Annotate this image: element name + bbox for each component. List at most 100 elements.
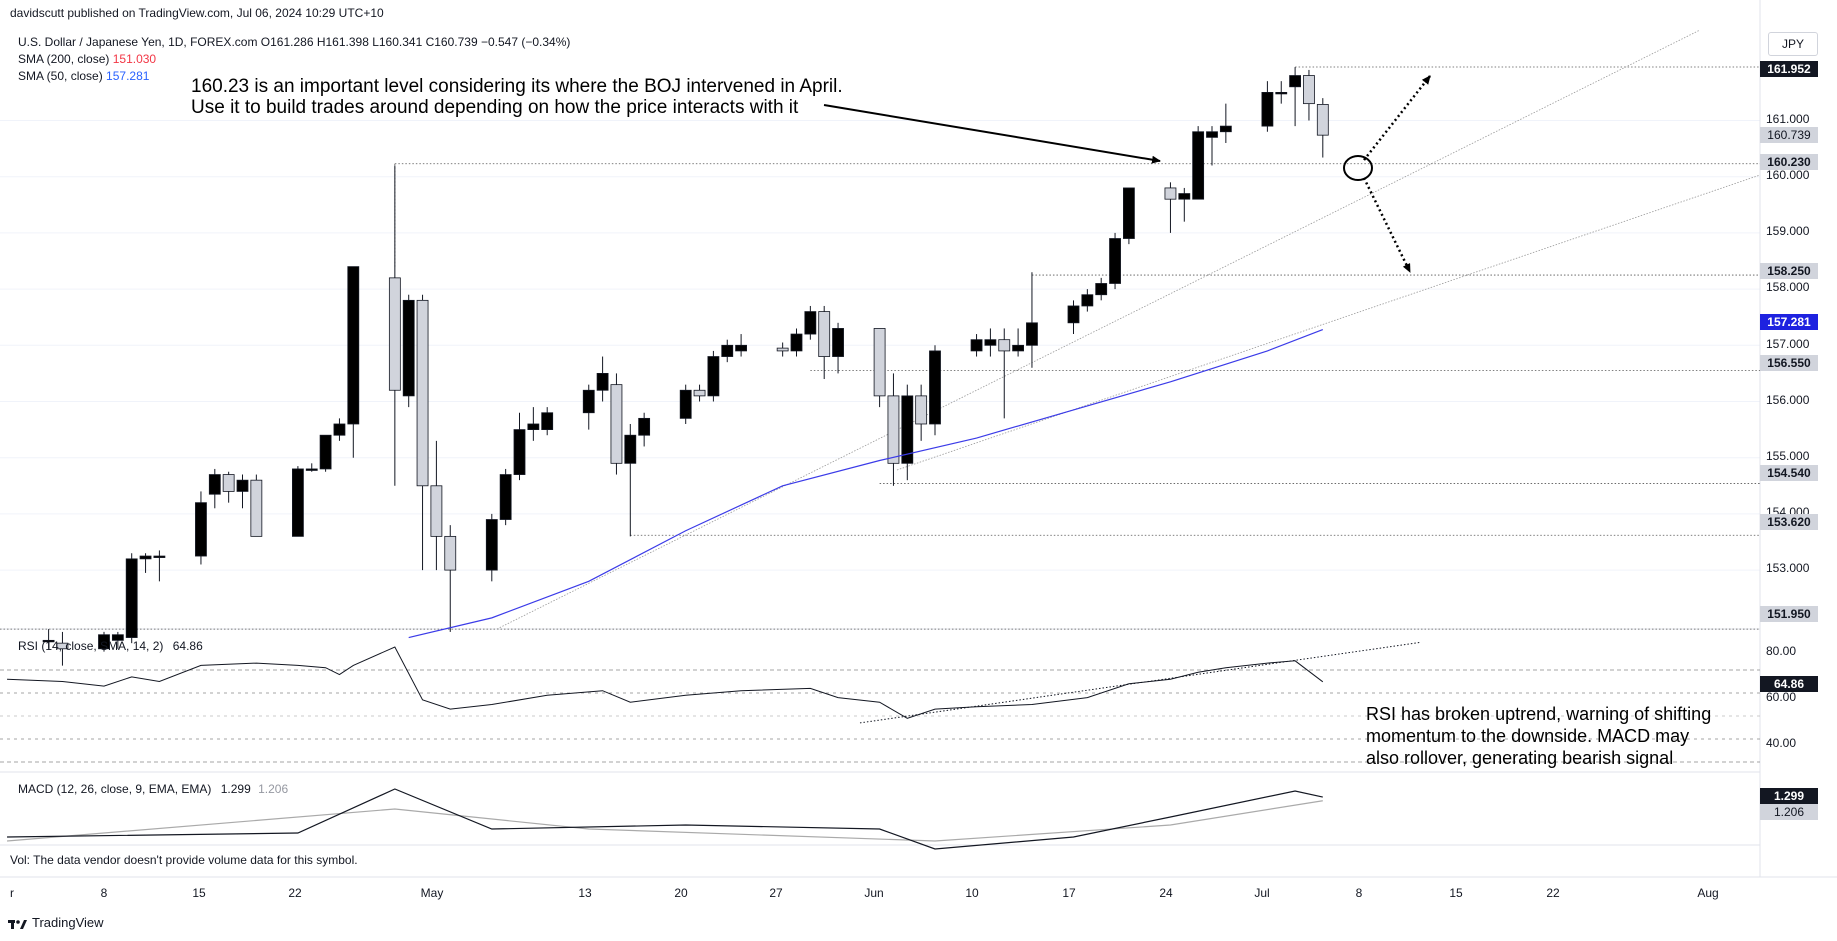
rsi-label: RSI (14, close, SMA, 14, 2) [18,639,164,653]
candle-body [1289,75,1301,88]
candle-body [693,389,706,397]
candle-body [915,395,928,425]
candle-body [679,389,692,419]
price-tag-1519[interactable]: 151.950 [1760,606,1818,622]
candle-body [735,344,747,352]
annotation-rsi-line3: also rollover, generating bearish signal [1366,748,1674,768]
candle-body [153,555,166,558]
signal-value-tag[interactable]: 1.206 [1760,804,1818,820]
candle-body [236,479,249,492]
candle-body [721,344,734,357]
price-tag-158[interactable]: 158.250 [1760,263,1818,279]
rsi-legend[interactable]: RSI (14, close, SMA, 14, 2) 64.86 [18,639,203,653]
candle-body [541,412,554,430]
candle-body [873,328,886,397]
sma50-legend[interactable]: SMA (50, close) 157.281 [18,69,149,83]
macd-legend[interactable]: MACD (12, 26, close, 9, EMA, EMA) 1.299 … [18,782,288,796]
rsi-axis-label: 60.00 [1766,690,1797,704]
candle-body [818,311,831,357]
candle-body [42,639,55,643]
candle-body [707,356,720,397]
x-axis-label: Aug [1697,886,1719,900]
macd-signal-line [7,800,1323,842]
x-axis-label: 8 [1355,886,1363,900]
candle-body [513,429,526,475]
macd-value-tag[interactable]: 1.299 [1760,788,1818,804]
sma200-legend[interactable]: SMA (200, close) 151.030 [18,52,156,66]
candle-body [1261,92,1274,127]
annotation-rsi-line2: momentum to the downside. MACD may [1366,726,1690,746]
candle-body [638,417,651,436]
candle-body [1026,322,1038,346]
rsi-series [0,641,1760,763]
x-axis-label: 17 [1062,886,1076,900]
candle-body [1219,125,1232,133]
x-axis-label: 27 [769,886,783,900]
candle-body [98,634,110,650]
price-tag-1565[interactable]: 156.550 [1760,355,1818,371]
footer-brand-label: TradingView [32,915,104,930]
breakout-circle-marker [1343,155,1373,181]
macd-label: MACD (12, 26, close, 9, EMA, EMA) [18,782,212,796]
rsi-axis-label: 40.00 [1766,736,1797,750]
x-axis-label: 24 [1159,886,1173,900]
sma50-path [408,328,1324,639]
candle-body [1164,187,1177,200]
price-tag-high[interactable]: 161.952 [1760,61,1818,77]
candle-body [1067,305,1080,324]
rsi-value-tag[interactable]: 64.86 [1760,676,1818,692]
horizontal-levels[interactable] [0,66,1760,630]
candle-body [56,642,69,650]
price-axis-label: 161.000 [1766,112,1810,126]
price-axis-label: 156.000 [1766,393,1810,407]
candle-body [416,299,429,487]
candle-body [790,333,803,352]
candle-body [1178,193,1191,200]
price-tag-sma50[interactable]: 157.281 [1760,314,1818,330]
x-axis-label: 15 [192,886,206,900]
candle-body [347,266,360,425]
downside-scenario-arrow [1362,177,1412,273]
candle-body [1081,294,1094,307]
price-axis-label: 158.000 [1766,280,1810,294]
annotation-rsi-line1: RSI has broken uptrend, warning of shift… [1366,704,1712,724]
x-axis-label: 13 [578,886,592,900]
candle-body [125,558,138,638]
sma200-value: 151.030 [112,52,157,66]
candle-body [430,485,443,537]
candle-body [319,434,332,470]
annotation-arrow-main [823,104,1161,164]
footer-brand[interactable]: TradingView [8,915,104,930]
price-axis-label: 157.000 [1766,337,1810,351]
candle-body [776,347,789,352]
trend-lines[interactable] [496,29,1761,630]
trendline-shallow [896,174,1761,471]
price-tag-160[interactable]: 160.230 [1760,154,1818,170]
annotation-arrows[interactable] [823,75,1431,273]
x-axis-label: 8 [100,886,108,900]
candle-body [1316,104,1329,136]
sma50-value: 157.281 [106,69,150,83]
candle-body [402,299,415,397]
candle-body [1192,131,1205,200]
currency-button[interactable]: JPY [1768,32,1818,56]
candle-body [333,423,346,436]
candle-body [887,395,900,464]
candle-body [1303,75,1315,105]
price-tag-close[interactable]: 160.739 [1760,127,1818,143]
candle-body [250,479,263,537]
price-axis-label: 155.000 [1766,449,1810,463]
candle-body [984,339,997,346]
candle-body [1095,283,1108,296]
price-tag-1536[interactable]: 153.620 [1760,514,1818,530]
x-axis-label: May [420,886,444,900]
candle-body [139,555,152,560]
candle-body [832,328,844,357]
candle-body [610,384,623,464]
candle-body [305,468,318,471]
x-axis-label: 22 [1546,886,1560,900]
candle-body [111,634,124,641]
candle-body [485,519,498,571]
price-tag-1545[interactable]: 154.540 [1760,465,1818,481]
